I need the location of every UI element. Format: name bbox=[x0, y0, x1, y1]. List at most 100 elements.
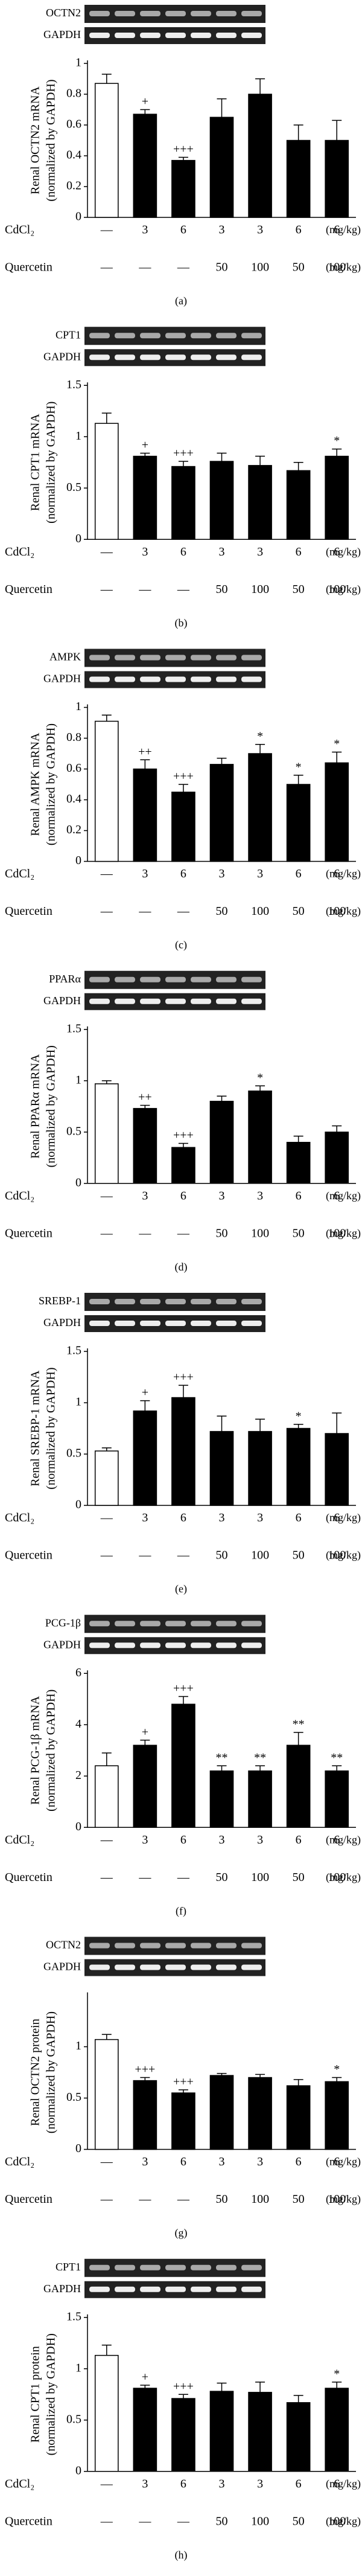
y-axis-label: (normalized by GAPDH) bbox=[45, 723, 58, 845]
treatment-dose: 6 bbox=[296, 1511, 302, 1525]
gel-band bbox=[89, 1642, 110, 1648]
treatment-dose: — bbox=[100, 2514, 113, 2528]
treatment-dose: 100 bbox=[251, 261, 269, 274]
gel-band bbox=[191, 655, 211, 661]
bar bbox=[325, 762, 349, 862]
treatment-dose: — bbox=[100, 223, 113, 237]
treatment-dose: — bbox=[177, 2514, 190, 2528]
treatment-dose: 50 bbox=[216, 1226, 228, 1240]
bar bbox=[248, 753, 272, 862]
treatment-dose: 3 bbox=[219, 2477, 225, 2490]
gel-label: PCG-1β bbox=[45, 1616, 81, 1629]
gel-band bbox=[89, 1964, 110, 1970]
gel-band bbox=[191, 11, 211, 16]
gel-band bbox=[165, 998, 186, 1004]
treatment-dose: 50 bbox=[293, 261, 305, 274]
treatment-dose: 6 bbox=[180, 1833, 186, 1847]
treatment-dose: — bbox=[177, 905, 190, 918]
gel-label: OCTN2 bbox=[46, 7, 81, 19]
gel-band bbox=[165, 2286, 186, 2292]
gel-band bbox=[241, 998, 262, 1004]
y-tick-label: 1 bbox=[75, 2361, 81, 2374]
treatment-unit: (mg/kg) bbox=[326, 1511, 361, 1524]
treatment-dose: — bbox=[138, 1871, 151, 1884]
significance-label: ** bbox=[331, 1751, 343, 1764]
treatment-dose: — bbox=[100, 1226, 113, 1240]
treatment-dose: — bbox=[177, 1226, 190, 1240]
treatment-name: CdCl₂ bbox=[5, 1511, 34, 1525]
y-tick-label: 1 bbox=[75, 429, 81, 443]
gel-label: GAPDH bbox=[43, 1961, 81, 1973]
gel-band bbox=[165, 354, 186, 360]
gel-band bbox=[191, 2286, 211, 2292]
significance-label: +++ bbox=[173, 143, 194, 156]
y-tick-label: 1.5 bbox=[66, 1022, 81, 1035]
gel-band bbox=[241, 333, 262, 339]
bar bbox=[325, 2081, 349, 2150]
y-axis-label: Renal CPT1 mRNA bbox=[29, 414, 42, 511]
treatment-dose: — bbox=[138, 1549, 151, 1562]
gel-band bbox=[191, 676, 211, 682]
treatment-dose: 3 bbox=[142, 545, 148, 559]
y-tick-label: 0.8 bbox=[66, 87, 81, 100]
treatment-unit: (mg/kg) bbox=[326, 1833, 361, 1846]
bar bbox=[94, 1765, 119, 1828]
gel-band bbox=[89, 2286, 110, 2292]
gel-label: GAPDH bbox=[43, 28, 81, 40]
gel-band bbox=[216, 676, 237, 682]
significance-label: +++ bbox=[173, 770, 194, 783]
panel: PPARα GAPDH 0 0.5 1 1.5 Renal PPARα mRNA (norma… bbox=[5, 970, 361, 1274]
gel-label: AMPK bbox=[49, 651, 81, 663]
y-tick-label: 0.5 bbox=[66, 1447, 81, 1460]
treatment-dose: 3 bbox=[257, 2155, 263, 2168]
treatment-dose: — bbox=[100, 1189, 113, 1202]
treatment-dose: — bbox=[138, 905, 151, 918]
bar bbox=[248, 1091, 272, 1184]
gel-band bbox=[191, 354, 211, 360]
gel-band bbox=[216, 655, 237, 661]
gel-band bbox=[140, 1943, 160, 1949]
gel-band bbox=[216, 1621, 237, 1627]
treatment-dose: 6 bbox=[334, 2477, 340, 2490]
significance-label: +++ bbox=[173, 2075, 194, 2088]
treatment-dose: 100 bbox=[251, 2514, 269, 2528]
treatment-dose: 3 bbox=[219, 223, 225, 237]
significance-label: +++ bbox=[173, 2380, 194, 2393]
y-axis-label: (normalized by GAPDH) bbox=[45, 2011, 58, 2133]
gel-band bbox=[115, 2264, 135, 2270]
treatment-dose: 6 bbox=[296, 1189, 302, 1202]
gel-band bbox=[191, 1642, 211, 1648]
gel-band bbox=[216, 1642, 237, 1648]
y-tick-label: 0.5 bbox=[66, 2091, 81, 2104]
treatment-dose: — bbox=[177, 261, 190, 274]
gel-band bbox=[165, 655, 186, 661]
treatment-dose: 50 bbox=[293, 2514, 305, 2528]
treatment-dose: 6 bbox=[334, 867, 340, 880]
treatment-dose: — bbox=[100, 261, 113, 274]
treatment-dose: 6 bbox=[296, 223, 302, 237]
treatment-dose: 3 bbox=[257, 545, 263, 559]
treatment-name: Quercetin bbox=[5, 2514, 52, 2528]
significance-label: + bbox=[142, 2371, 148, 2384]
treatment-dose: 50 bbox=[216, 2514, 228, 2528]
treatment-name: Quercetin bbox=[5, 2193, 52, 2206]
treatment-dose: — bbox=[100, 905, 113, 918]
treatment-dose: 6 bbox=[296, 545, 302, 559]
treatment-dose: 50 bbox=[293, 2193, 305, 2206]
bar bbox=[94, 2354, 119, 2472]
treatment-dose: 100 bbox=[251, 1549, 269, 1562]
treatment-dose: 6 bbox=[180, 223, 186, 237]
treatment-unit: (mg/kg) bbox=[326, 2515, 361, 2528]
y-tick-label: 0 bbox=[75, 2142, 81, 2155]
significance-label: + bbox=[142, 1386, 148, 1399]
treatment-dose: 3 bbox=[219, 1511, 225, 1525]
gel-band bbox=[216, 1943, 237, 1949]
treatment-dose: 100 bbox=[328, 2514, 346, 2528]
treatment-unit: (mg/kg) bbox=[326, 2193, 361, 2206]
y-axis-label: Renal CPT1 protein bbox=[29, 2346, 42, 2443]
y-axis-label: Renal OCTN2 protein bbox=[29, 2019, 42, 2126]
gel-band bbox=[115, 333, 135, 339]
gel-band bbox=[115, 354, 135, 360]
treatment-unit: (mg/kg) bbox=[326, 583, 361, 595]
treatment-dose: 50 bbox=[216, 583, 228, 596]
